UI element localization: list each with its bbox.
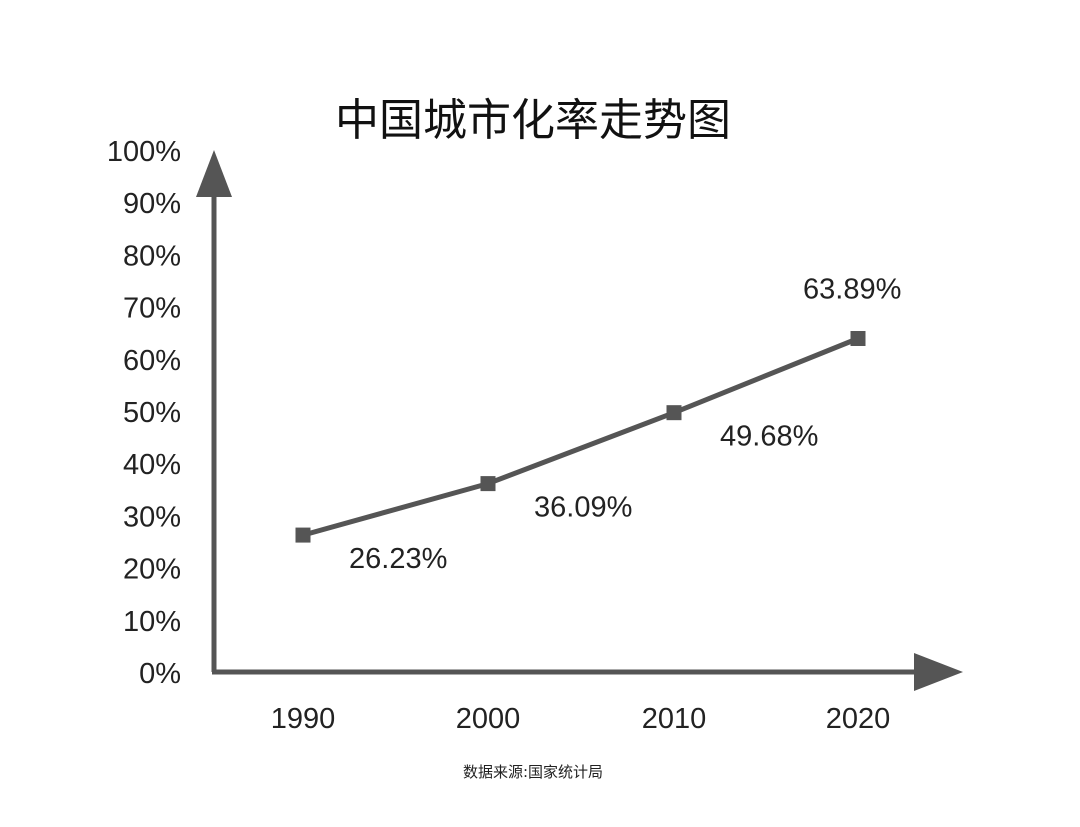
- data-point-marker: [666, 405, 682, 421]
- data-point-marker: [850, 330, 866, 346]
- data-point-marker: [295, 527, 311, 543]
- y-tick-label: 30%: [123, 501, 181, 533]
- y-tick-label: 50%: [123, 397, 181, 429]
- y-tick-label: 60%: [123, 345, 181, 377]
- x-tick-label: 1990: [271, 703, 336, 735]
- y-tick-label: 40%: [123, 449, 181, 481]
- data-labels: 26.23% 36.09% 49.68% 63.89%: [349, 273, 901, 575]
- data-label: 36.09%: [534, 492, 632, 524]
- data-label: 63.89%: [803, 273, 901, 305]
- series-polyline: [302, 336, 859, 538]
- x-tick-label: 2000: [456, 703, 521, 735]
- x-axis-arrow: [914, 653, 963, 691]
- y-tick-label: 10%: [123, 606, 181, 638]
- data-label: 49.68%: [720, 421, 818, 453]
- x-tick-label: 2010: [642, 703, 707, 735]
- y-tick-label: 70%: [123, 293, 181, 325]
- y-tick-label: 0%: [139, 658, 181, 690]
- data-label: 26.23%: [349, 543, 447, 575]
- y-tick-label: 20%: [123, 554, 181, 586]
- data-point-marker: [480, 476, 496, 492]
- y-axis-arrow: [196, 150, 232, 197]
- y-tick-labels: 0% 10% 20% 30% 40% 50% 60% 70% 80% 90% 100%: [107, 136, 181, 690]
- y-tick-label: 80%: [123, 240, 181, 272]
- y-tick-label: 90%: [123, 188, 181, 220]
- axes: [196, 150, 963, 691]
- y-tick-label: 100%: [107, 136, 181, 168]
- source-note: 数据来源:国家统计局: [463, 763, 603, 781]
- chart-title: 中国城市化率走势图: [335, 95, 731, 146]
- x-tick-labels: 1990 2000 2010 2020: [271, 703, 891, 735]
- x-tick-label: 2020: [826, 703, 891, 735]
- series-line: [295, 330, 866, 543]
